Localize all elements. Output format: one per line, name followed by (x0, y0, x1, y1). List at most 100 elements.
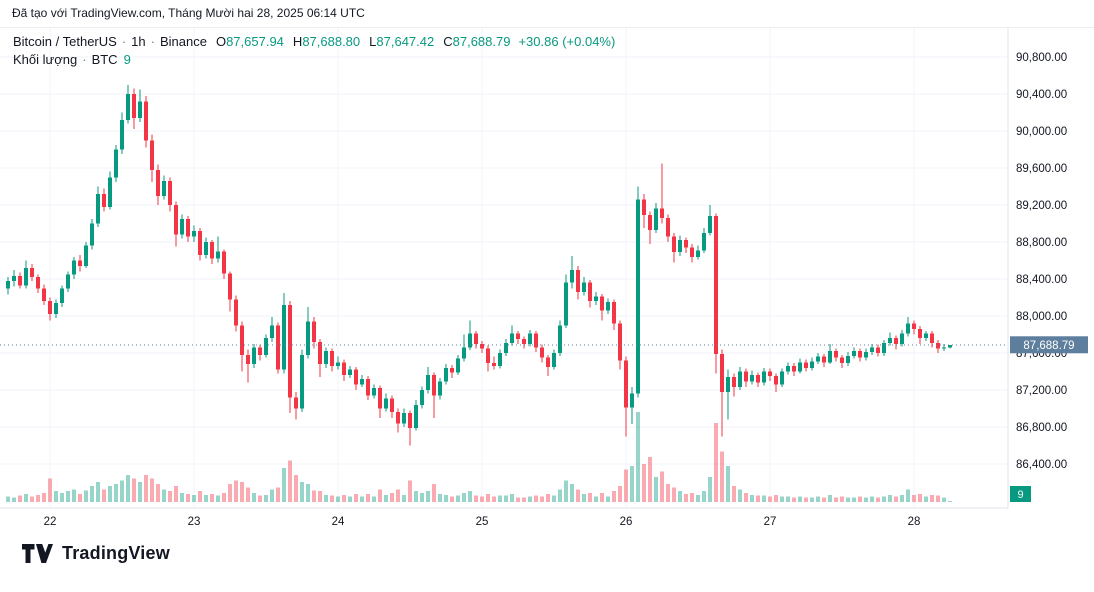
ohlc-low: L87,647.42 (369, 34, 435, 49)
volume-bar (348, 496, 352, 502)
volume-bar (90, 485, 94, 502)
candle-body (54, 303, 58, 315)
candle-body (192, 230, 196, 237)
interval-label: 1h (131, 34, 146, 49)
candle-body (624, 360, 628, 408)
volume-bar (720, 451, 724, 502)
volume-bar (582, 493, 586, 502)
volume-bar (372, 496, 376, 502)
candle-body (270, 325, 274, 339)
volume-bar (276, 487, 280, 502)
volume-bar (888, 494, 892, 502)
candle-body (564, 282, 568, 326)
candle-body (174, 205, 178, 235)
price-tick-label: 90,800.00 (1016, 52, 1067, 64)
candle-body (246, 354, 250, 365)
candle-body (432, 375, 436, 396)
candle-body (138, 101, 142, 119)
candle-body (198, 230, 202, 255)
price-tick-label: 87,200.00 (1016, 385, 1067, 397)
volume-bar (246, 487, 250, 502)
candle-body (486, 348, 490, 364)
candle-body (180, 218, 184, 235)
volume-bar (84, 490, 88, 502)
candle-body (582, 282, 586, 292)
volume-bar (216, 495, 220, 502)
volume-bar (912, 494, 916, 502)
tradingview-brand-text: TradingView (62, 543, 170, 563)
candle-body (492, 363, 496, 366)
candle-body (240, 325, 244, 355)
volume-bar (636, 412, 640, 502)
candle-body (660, 208, 664, 218)
candle-body (18, 276, 22, 286)
candle-body (216, 251, 220, 259)
candle-body (300, 354, 304, 409)
ohlc-open: O87,657.94 (215, 34, 284, 49)
price-tick-label: 90,000.00 (1016, 126, 1067, 138)
volume-bar (810, 497, 814, 502)
candle-body (132, 94, 136, 119)
volume-bar (534, 495, 538, 502)
candle-body (780, 371, 784, 385)
volume-bar (612, 491, 616, 502)
volume-bar (360, 496, 364, 502)
candle-body (318, 341, 322, 365)
candle-body (78, 260, 82, 267)
volume-bar (252, 493, 256, 502)
candle-body (558, 325, 562, 353)
volume-bar (420, 493, 424, 502)
tradingview-logo-link[interactable]: TradingView (22, 543, 170, 564)
volume-bar (12, 497, 16, 502)
volume-bar (258, 495, 262, 502)
candle-body (156, 169, 160, 196)
ohlc-close: C87,688.79 (443, 34, 511, 49)
symbol-name: Bitcoin / TetherUS (13, 34, 117, 49)
candle-body (462, 347, 466, 359)
volume-bar (804, 497, 808, 502)
candle-body (762, 371, 766, 383)
candle-body (822, 356, 826, 363)
volume-bar (864, 497, 868, 502)
candle-body (264, 338, 268, 355)
volume-bar (882, 496, 886, 502)
candle-body (528, 333, 532, 344)
candle-body (774, 376, 778, 385)
volume-bar (672, 487, 676, 502)
last-price-badge-text: 87,688.79 (1023, 340, 1074, 352)
candle-body (282, 304, 286, 370)
volume-bar (96, 482, 100, 502)
volume-bar (180, 493, 184, 502)
volume-bar (42, 493, 46, 502)
volume-bar (570, 484, 574, 502)
volume-bar (300, 482, 304, 502)
volume-bar (528, 496, 532, 502)
volume-bar (114, 484, 118, 502)
volume-currency: BTC (91, 52, 118, 67)
volume-bar (162, 489, 166, 502)
volume-bar (924, 496, 928, 502)
candle-body (522, 339, 526, 344)
candle-body (606, 302, 610, 311)
volume-bar (486, 493, 490, 502)
price-tick-label: 86,800.00 (1016, 422, 1067, 434)
volume-bar (66, 491, 70, 502)
volume-bar (414, 491, 418, 502)
volume-bar (174, 485, 178, 502)
volume-bar (474, 495, 478, 502)
volume-bar (168, 491, 172, 502)
volume-bar (558, 489, 562, 502)
candle-body (372, 388, 376, 396)
volume-bar (144, 475, 148, 502)
volume-bar (648, 457, 652, 502)
volume-value: 9 (123, 52, 131, 67)
candle-body (234, 299, 238, 326)
attribution-text: Đã tạo với TradingView.com, Tháng Mười h… (12, 6, 365, 20)
candle-body (576, 269, 580, 292)
volume-bar (726, 466, 730, 502)
candle-body (726, 377, 730, 392)
candle-body (894, 338, 898, 344)
volume-bar (492, 496, 496, 502)
candle-body (30, 267, 34, 278)
